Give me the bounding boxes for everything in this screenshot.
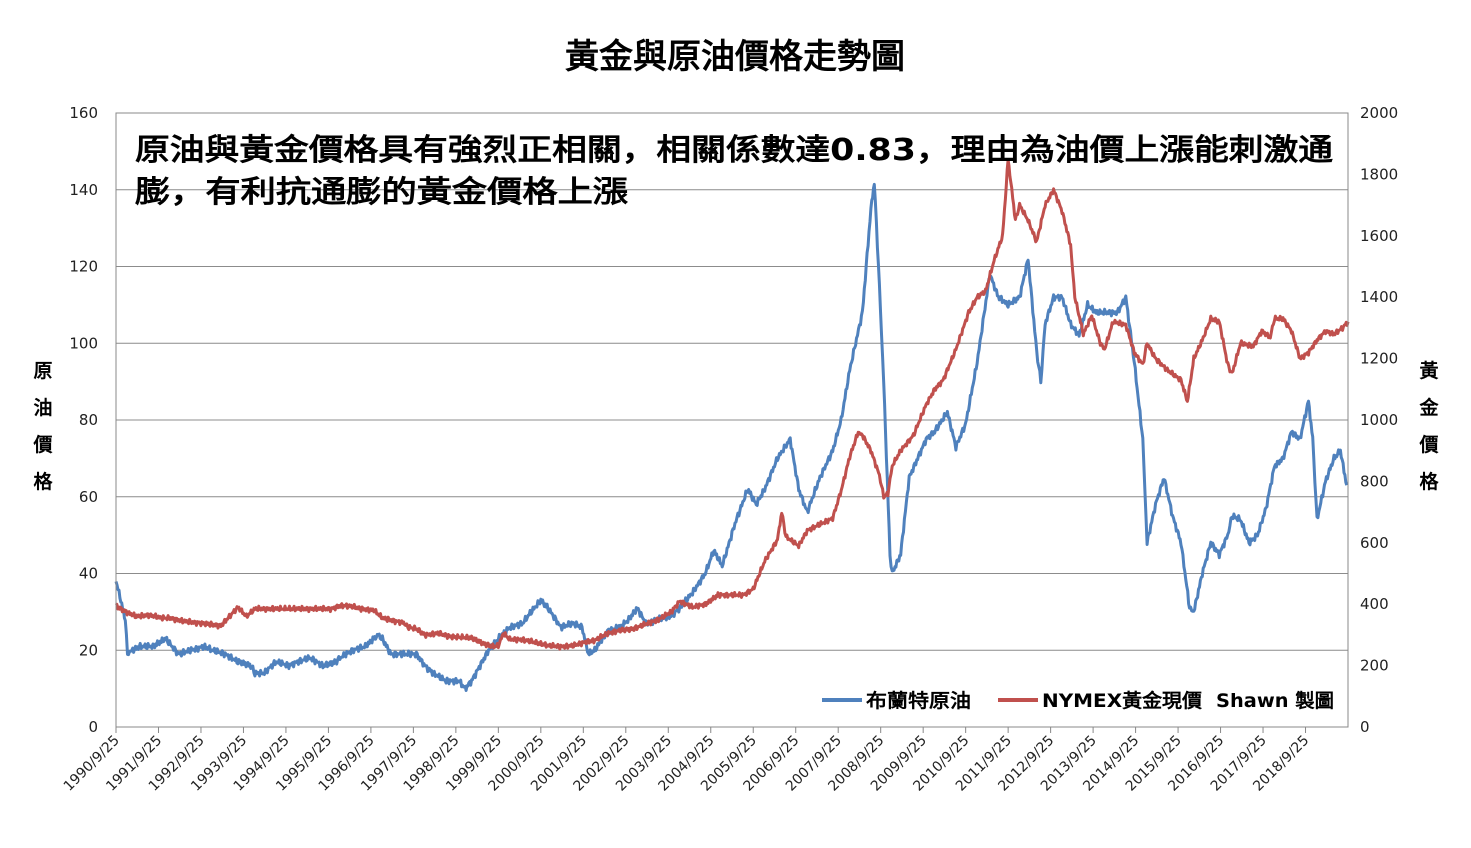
left-tick-label: 140: [69, 181, 98, 199]
right-tick-label: 1800: [1360, 165, 1398, 183]
annotation-line-2: 膨，有利抗通膨的黃金價格上漲: [135, 175, 629, 210]
series-lines: [114, 158, 1350, 692]
right-axis-label-char: 黃: [1419, 359, 1438, 382]
series-line-gold: [115, 158, 1350, 651]
right-axis-label-char: 金: [1418, 396, 1439, 419]
left-tick-label: 0: [88, 718, 98, 736]
left-tick-label: 60: [79, 488, 98, 506]
annotation: 原油與黃金價格具有強烈正相關，相關係數達0.83，理由為油價上漲能刺激通 膨，有…: [135, 133, 1333, 210]
right-tick-label: 600: [1360, 534, 1389, 552]
left-axis-label-char: 原: [33, 360, 52, 382]
right-tick-label: 1600: [1360, 227, 1398, 245]
right-axis-label: 黃 金 價 格: [1418, 359, 1439, 493]
right-y-axis-ticks: 0 200 400 600 800 1000 1200 1400 1600 1800 2000: [1360, 104, 1398, 736]
right-tick-label: 200: [1360, 657, 1389, 675]
series-line-oil: [114, 182, 1349, 692]
legend-label-gold: NYMEX黃金現價: [1042, 689, 1203, 712]
left-tick-label: 80: [79, 411, 98, 429]
left-axis-label-char: 格: [33, 470, 53, 493]
chart-title: 黃金與原油價格走勢圖: [565, 37, 905, 77]
left-tick-label: 20: [79, 641, 98, 659]
right-axis-label-char: 價: [1418, 433, 1439, 456]
legend-label-oil: 布蘭特原油: [866, 689, 971, 712]
right-tick-label: 0: [1360, 718, 1370, 736]
right-axis-label-char: 格: [1419, 470, 1439, 493]
right-tick-label: 1400: [1360, 288, 1398, 306]
gridlines: [116, 112, 1348, 651]
left-tick-label: 100: [69, 334, 98, 352]
right-tick-label: 1000: [1360, 411, 1398, 429]
right-tick-label: 2000: [1360, 104, 1398, 122]
right-tick-label: 1200: [1360, 350, 1398, 368]
left-axis-label-char: 油: [33, 397, 52, 419]
plot-frame: [115, 112, 1349, 728]
left-tick-label: 40: [79, 565, 98, 583]
annotation-line-1: 原油與黃金價格具有強烈正相關，相關係數達0.83，理由為油價上漲能刺激通: [135, 133, 1333, 168]
left-tick-label: 160: [69, 104, 98, 122]
legend: 布蘭特原油 NYMEX黃金現價 Shawn 製圖: [822, 689, 1334, 712]
left-axis-label: 原 油 價 格: [32, 360, 53, 493]
x-axis-ticks: 1990/9/251991/9/251992/9/251993/9/251994…: [61, 727, 1312, 795]
left-y-axis-ticks: 0 20 40 60 80 100 120 140 160: [69, 104, 98, 736]
right-tick-label: 400: [1360, 595, 1389, 613]
left-axis-label-char: 價: [32, 433, 53, 456]
chart-credit: Shawn 製圖: [1216, 690, 1334, 712]
right-tick-label: 800: [1360, 472, 1389, 490]
left-tick-label: 120: [69, 258, 98, 276]
